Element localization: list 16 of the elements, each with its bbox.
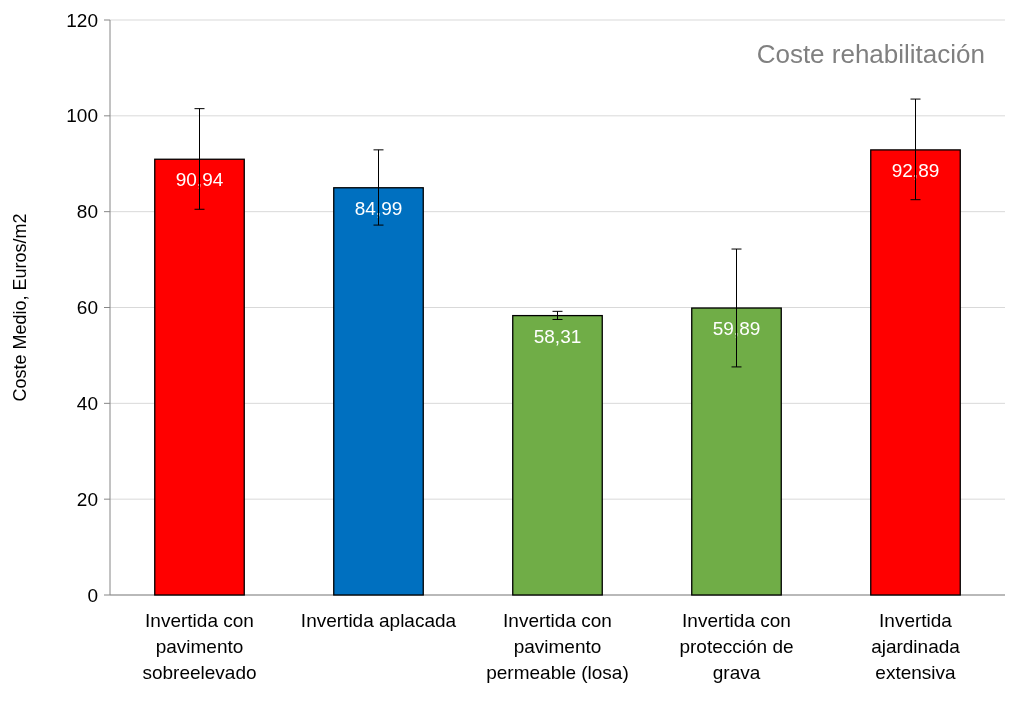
y-tick-label: 20 [76, 488, 98, 510]
y-tick-label: 100 [66, 105, 98, 127]
y-tick-label: 120 [66, 9, 98, 31]
x-tick-label: Invertida con pavimento permeable (losa) [486, 610, 629, 683]
bar [512, 314, 603, 596]
x-tick-label: Invertida aplacada [300, 610, 457, 631]
y-tick-label: 60 [76, 297, 98, 319]
x-tick-label: Invertida ajardinada extensiva [871, 610, 961, 683]
y-axis-title: Coste Medio, Euros/m2 [10, 213, 30, 402]
data-label: 58,31 [533, 325, 582, 347]
text: Coste rehabilitación [756, 39, 985, 69]
y-tick-label: 0 [87, 584, 98, 606]
x-tick-label: Invertida con pavimento sobreelevado [142, 610, 257, 683]
x-tick-label: Invertida con protección de grava [679, 610, 794, 683]
y-tick-label: 40 [76, 392, 98, 414]
y-tick-label: 80 [76, 201, 98, 223]
